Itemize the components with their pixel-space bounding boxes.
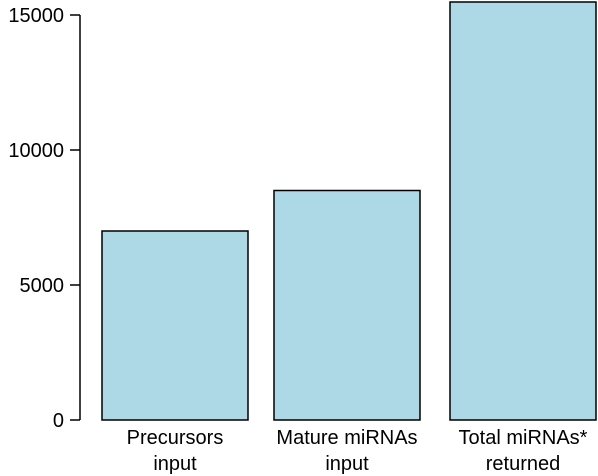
x-category-label: Total miRNAs* — [459, 427, 588, 449]
x-category-label: input — [325, 453, 369, 475]
y-tick-label: 5000 — [20, 275, 65, 297]
y-tick-label: 15000 — [8, 5, 64, 27]
bar — [273, 189, 421, 421]
bar — [101, 230, 249, 421]
y-tick-label: 0 — [53, 410, 64, 432]
y-tick-label: 10000 — [8, 140, 64, 162]
x-category-label: Precursors — [127, 427, 224, 449]
y-axis: 0 5000 10000 15000 — [8, 5, 81, 432]
x-category-label: Mature miRNAs — [276, 427, 417, 449]
x-axis-labels: Precursors input Mature miRNAs input Total m… — [127, 427, 588, 475]
x-category-label: input — [153, 453, 197, 475]
x-category-label: returned — [486, 453, 561, 475]
bar — [449, 1, 597, 421]
bars — [101, 1, 597, 421]
